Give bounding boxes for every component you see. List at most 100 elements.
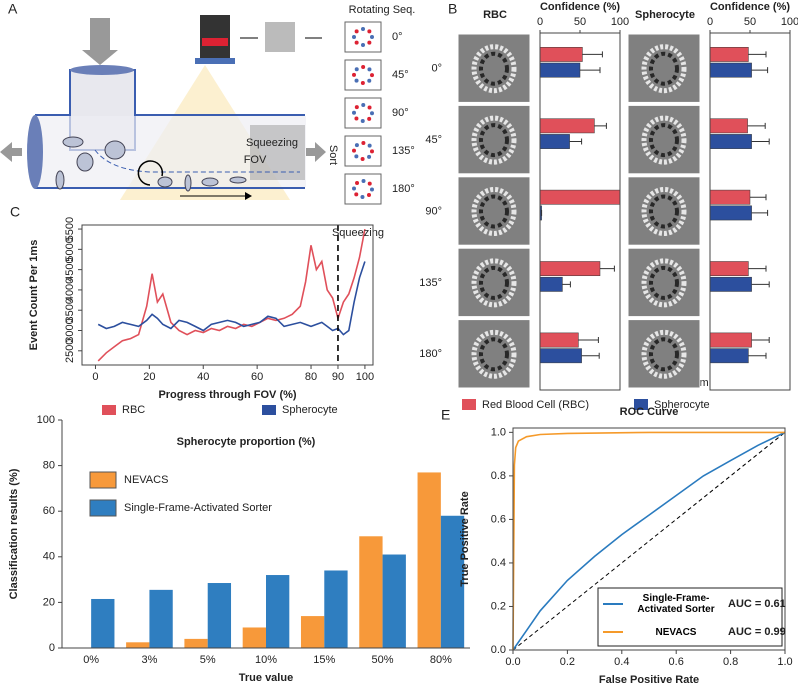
y-tick-label: 0 [49, 642, 55, 654]
legend-label: Single-Frame-Activated Sorter [124, 502, 272, 514]
dot [361, 65, 366, 70]
y-axis-label: Event Count Per 1ms [28, 240, 40, 351]
cell-shape [479, 123, 509, 158]
flow-arrow [0, 142, 22, 162]
y-tick-label: 2500 [64, 339, 76, 363]
bar [382, 554, 406, 648]
bar [440, 515, 465, 648]
x-tick-label: 0.0 [505, 656, 520, 668]
legend-swatch [89, 499, 117, 517]
sequence-frame [344, 135, 382, 167]
y-tick-label: 180° [419, 348, 442, 360]
chance-line [512, 431, 786, 651]
angle-label: 0° [392, 31, 403, 43]
x-tick-label: 0.2 [560, 656, 575, 668]
dot [352, 35, 356, 39]
x-tick-label: 80 [305, 371, 317, 383]
legend-box [597, 587, 783, 647]
panel-letter: E [441, 407, 450, 423]
x-tick-label: 0% [83, 654, 99, 666]
legend-swatch [262, 405, 276, 415]
cell-shape [641, 115, 687, 165]
plot-frame [709, 32, 791, 391]
legend-label: Single-Frame-Activated Sorter [637, 593, 715, 615]
x-tick-label: 80% [430, 654, 452, 666]
x-tick-label: 50 [574, 16, 586, 28]
dot [360, 194, 365, 199]
series-line [512, 431, 786, 651]
legend-label-box: NEVACS [656, 627, 697, 638]
x-tick-label: 15% [313, 654, 335, 666]
x-tick-label: 1.0 [777, 656, 792, 668]
legend-label: NEVACS [124, 474, 168, 486]
y-tick-label: 135° [419, 277, 442, 289]
dot [367, 40, 372, 45]
x-tick-label: 10% [255, 654, 277, 666]
cell [184, 174, 192, 192]
bar [539, 332, 579, 348]
cell-shape [641, 258, 687, 308]
cell-shape [649, 51, 679, 86]
cell-shape [479, 51, 509, 86]
x-axis-label: Confidence (%) [710, 1, 790, 13]
bar [539, 348, 582, 364]
inlet-top [70, 65, 134, 75]
error-bar [748, 265, 767, 272]
dot [367, 181, 372, 186]
bar [709, 118, 748, 134]
bar [359, 536, 383, 648]
bar [709, 276, 752, 292]
x-tick-label: 40 [197, 371, 209, 383]
cell [201, 177, 219, 187]
dot [361, 103, 366, 108]
flow-line [94, 149, 300, 173]
y-tick-label: 90° [425, 205, 442, 217]
dot [361, 179, 366, 184]
cell [229, 176, 247, 184]
cell-shape [479, 194, 509, 229]
y-tick-label: 4000 [64, 278, 76, 302]
x-tick-label: 100 [611, 16, 629, 28]
y-tick-label: 5000 [64, 237, 76, 261]
error-bar [748, 352, 767, 359]
legend-swatch [89, 471, 117, 489]
angle-label: 45° [392, 69, 409, 81]
bar [91, 598, 115, 648]
dot [370, 35, 374, 39]
x-tick-label: 3% [141, 654, 157, 666]
sequence-frame [344, 59, 382, 91]
y-tick-label: 1.0 [491, 426, 506, 438]
y-axis-label: Classification results (%) [8, 468, 20, 599]
error-bar [580, 67, 601, 74]
bar [539, 261, 601, 277]
y-tick-label: 5500 [64, 217, 76, 241]
y-tick-label: 45° [425, 134, 442, 146]
dot [354, 78, 359, 83]
y-tick-label: 3000 [64, 318, 76, 342]
panel-letter: A [8, 1, 18, 17]
dot [369, 111, 374, 116]
camera [200, 15, 230, 60]
x-tick-label: 100 [781, 16, 798, 28]
dot [361, 27, 365, 31]
bar [709, 205, 752, 221]
legend-swatch [634, 399, 648, 410]
error-bar [750, 194, 767, 201]
chart-title: Spherocyte proportion (%) [177, 436, 316, 448]
dot [354, 154, 359, 159]
bar [539, 47, 583, 62]
cell [157, 176, 173, 188]
sort-arrow [306, 142, 326, 162]
bar [417, 472, 441, 648]
dot [361, 141, 366, 146]
cell-shape [641, 329, 687, 379]
legend-label: Red Blood Cell (RBC) [482, 399, 589, 411]
y-tick-label: 80 [43, 460, 55, 472]
x-axis-label: True value [239, 672, 293, 683]
angle-label: 135° [392, 145, 415, 157]
dot [352, 186, 357, 191]
squeeze-zone [250, 125, 305, 180]
bar [539, 189, 621, 205]
dot [360, 80, 365, 85]
bar [207, 583, 232, 648]
